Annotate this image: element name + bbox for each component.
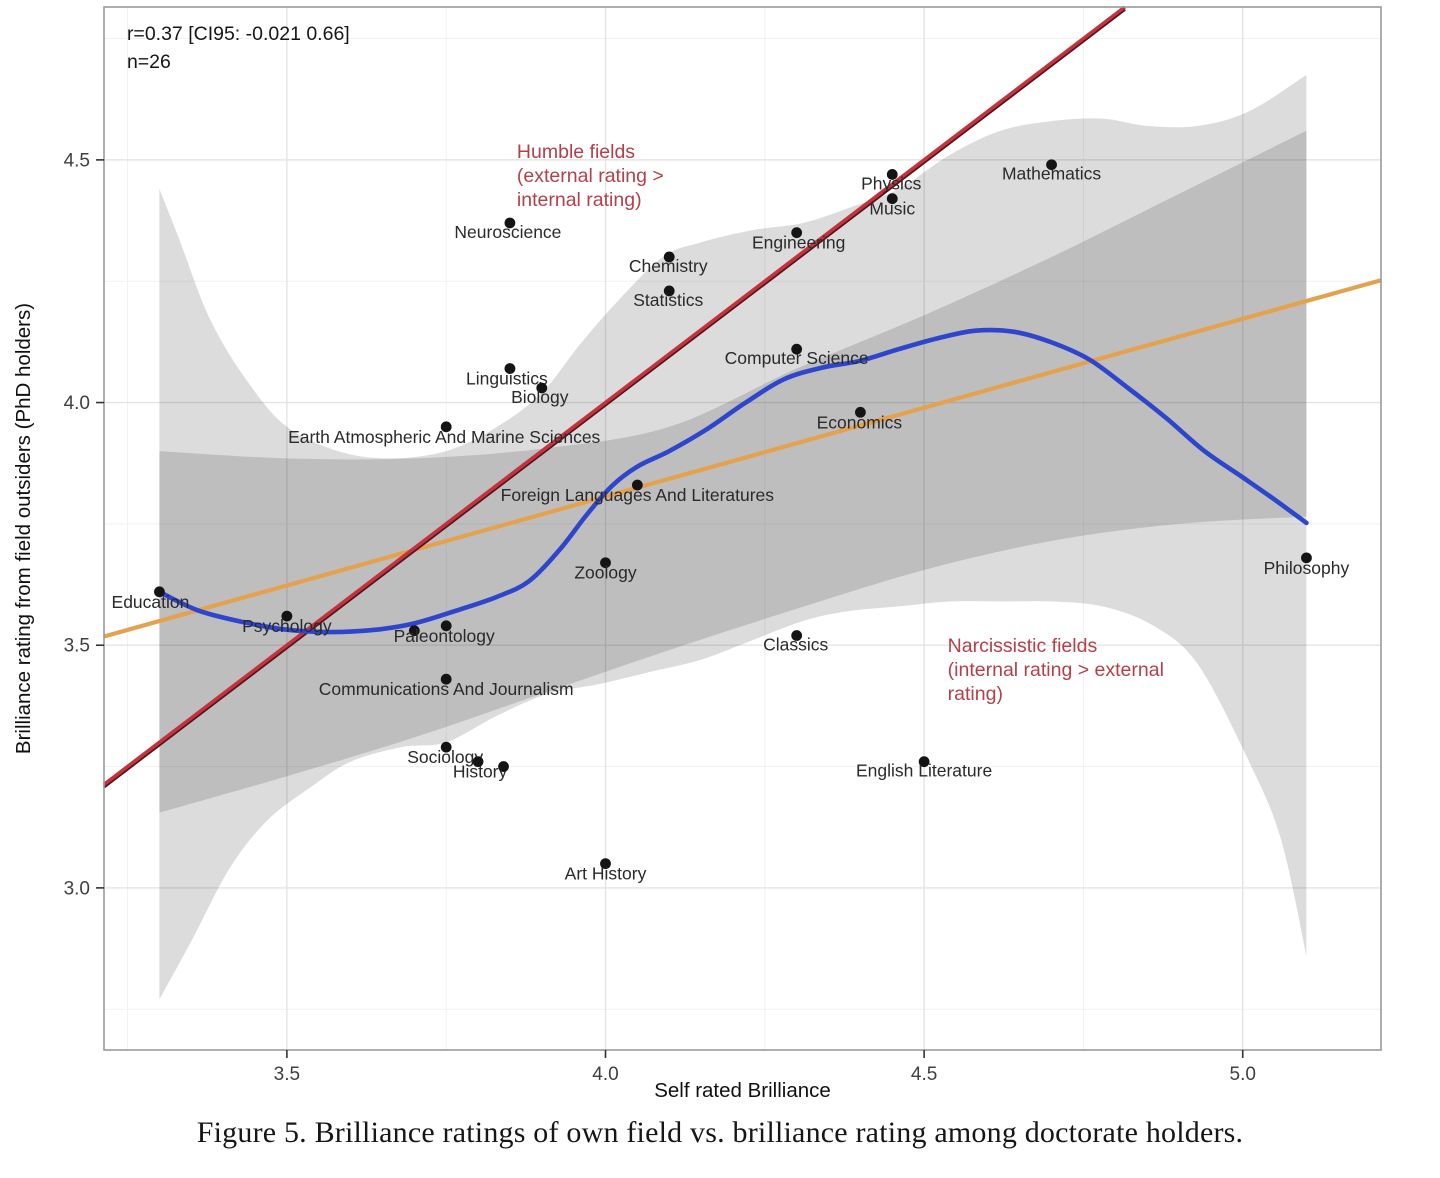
panel-border xyxy=(103,6,1382,1051)
point-label-education: Education xyxy=(112,592,190,612)
data-point-physics xyxy=(886,169,898,180)
data-point-computer-science xyxy=(791,343,803,355)
x-tick-label: 4.5 xyxy=(911,1064,937,1085)
y-tick-label: 3.5 xyxy=(64,636,90,657)
point-label-history: History xyxy=(453,762,508,782)
data-point-neuroscience xyxy=(504,217,516,229)
y-tick-label: 4.0 xyxy=(64,393,90,414)
plot-panel xyxy=(104,7,1381,1050)
data-point-chemistry xyxy=(663,251,675,263)
data-point-history xyxy=(472,756,484,768)
data-point-statistics xyxy=(663,285,675,297)
data-point-communications-and-journalism xyxy=(440,673,452,685)
regression-line xyxy=(103,278,1382,639)
data-point-music xyxy=(886,193,898,205)
data-point-art-history xyxy=(600,858,611,870)
point-label-music: Music xyxy=(869,199,915,219)
point-label-zoology: Zoology xyxy=(574,563,637,583)
narcissistic-fields-annotation: Narcissistic fields (internal rating > ex… xyxy=(948,635,1164,705)
x-tick-label: 5.0 xyxy=(1230,1064,1256,1085)
data-point-unlabeled-7 xyxy=(498,761,509,772)
point-label-foreign-languages-and-literatures: Foreign Languages And Literatures xyxy=(501,485,775,505)
humble-fields-annotation: Humble fields (external rating > internal … xyxy=(517,141,664,211)
stats-annotation-line2: n=26 xyxy=(127,51,171,73)
data-point-earth-atmospheric-and-marine-sciences xyxy=(440,421,452,433)
x-axis-title: Self rated Brilliance xyxy=(654,1079,831,1102)
point-label-mathematics: Mathematics xyxy=(1002,164,1101,184)
data-point-foreign-languages-and-literatures xyxy=(631,479,643,491)
data-point-sociology xyxy=(440,741,452,753)
identity-line xyxy=(102,5,1126,786)
data-point-biology xyxy=(536,382,548,394)
x-tick-label: 4.0 xyxy=(592,1064,618,1085)
point-label-paleontology: Paleontology xyxy=(394,626,495,646)
data-point-unlabeled-2 xyxy=(408,625,420,637)
loess-curve xyxy=(157,327,1309,635)
data-point-classics xyxy=(791,630,803,641)
y-axis-title: Brilliance rating from field outsiders (… xyxy=(12,303,35,754)
data-point-engineering xyxy=(791,227,803,239)
stats-annotation-line1: r=0.37 [CI95: -0.021 0.66] xyxy=(127,23,350,45)
point-label-linguistics: Linguistics xyxy=(466,369,548,389)
data-point-paleontology xyxy=(440,620,452,632)
point-label-english-literature: English Literature xyxy=(856,761,992,781)
point-label-engineering: Engineering xyxy=(752,233,845,253)
regression-confidence-band xyxy=(159,130,1307,813)
data-point-mathematics xyxy=(1046,159,1057,171)
x-tick-label: 3.5 xyxy=(274,1064,300,1085)
point-label-philosophy: Philosophy xyxy=(1264,558,1350,578)
point-label-neuroscience: Neuroscience xyxy=(454,222,561,242)
data-point-education xyxy=(154,586,165,598)
figure-caption: Figure 5. Brilliance ratings of own fiel… xyxy=(196,1116,1244,1149)
point-label-chemistry: Chemistry xyxy=(629,256,708,276)
point-label-economics: Economics xyxy=(817,412,903,432)
data-point-economics xyxy=(854,406,866,418)
data-point-zoology xyxy=(600,557,611,569)
point-label-communications-and-journalism: Communications And Journalism xyxy=(319,679,574,699)
data-point-english-literature xyxy=(918,756,930,768)
data-point-philosophy xyxy=(1301,552,1312,564)
point-label-physics: Physics xyxy=(861,173,922,193)
y-tick-label: 4.5 xyxy=(64,150,90,171)
point-label-computer-science: Computer Science xyxy=(725,348,869,368)
point-label-earth-atmospheric-and-marine-sciences: Earth Atmospheric And Marine Sciences xyxy=(288,427,600,447)
point-label-psychology: Psychology xyxy=(242,616,332,636)
scatter-plot: Education Psychology Paleontology Communica… xyxy=(12,5,1382,1102)
point-label-sociology: Sociology xyxy=(407,747,483,767)
point-label-biology: Biology xyxy=(511,387,569,407)
data-point-psychology xyxy=(281,610,293,622)
point-label-classics: Classics xyxy=(763,635,828,655)
point-label-statistics: Statistics xyxy=(633,290,703,310)
point-label-art-history: Art History xyxy=(565,864,647,884)
loess-confidence-band xyxy=(159,74,1307,1000)
data-point-linguistics xyxy=(504,363,516,374)
y-tick-label: 3.0 xyxy=(64,878,90,899)
